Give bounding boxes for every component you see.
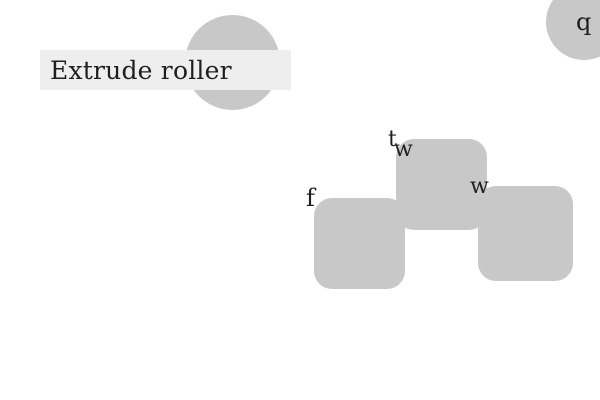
block-top[interactable] — [396, 139, 487, 230]
q-knob[interactable] — [546, 0, 600, 60]
label-f: f — [306, 184, 315, 212]
q-knob-label: q — [576, 8, 592, 36]
block-left[interactable] — [314, 198, 405, 289]
block-right[interactable] — [478, 186, 573, 281]
extrude-roller-label-text: Extrude roller — [50, 55, 232, 85]
extrude-roller-label: Extrude roller — [40, 50, 291, 90]
label-t: t — [388, 127, 397, 152]
label-w-top: w — [394, 137, 413, 162]
label-w-right: w — [470, 174, 489, 199]
